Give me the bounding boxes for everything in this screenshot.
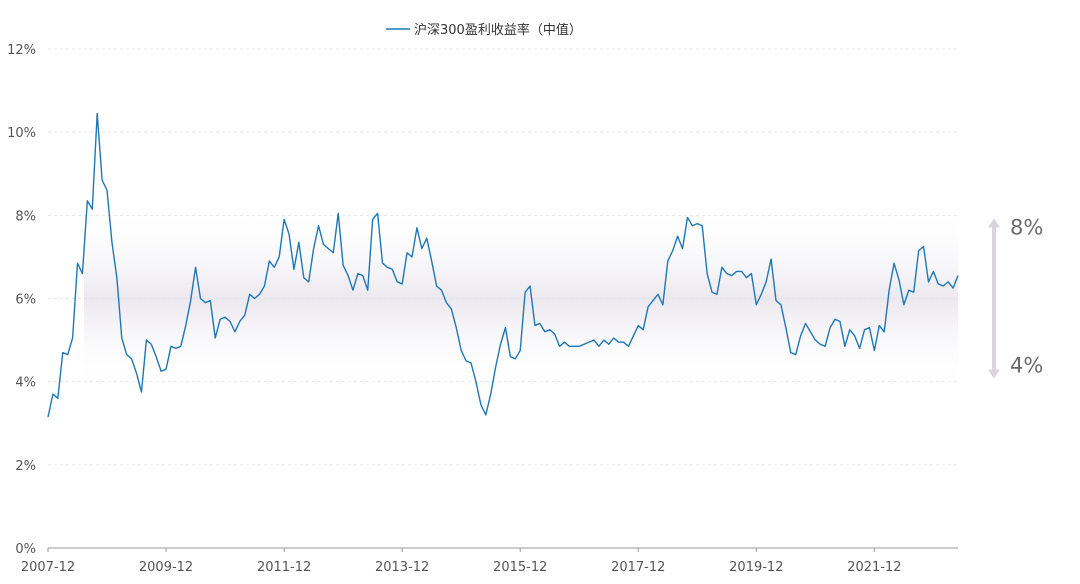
x-tick-label: 2009-12 (139, 560, 193, 575)
range-low-label: 4% (1010, 354, 1043, 378)
grid-lines (48, 48, 958, 466)
x-tick-label: 2021-12 (847, 560, 901, 575)
y-tick-label: 4% (15, 376, 36, 391)
range-indicator-bar (992, 225, 996, 372)
arrow-up-icon (988, 218, 1000, 228)
x-tick-label: 2017-12 (611, 560, 665, 575)
y-tick-label: 8% (15, 209, 36, 224)
range-high-label: 8% (1010, 215, 1043, 239)
y-axis: 0% 2% 4% 6% 8% 10% 12% (7, 43, 36, 557)
x-tick-label: 2011-12 (257, 560, 311, 575)
y-tick-label: 10% (7, 126, 36, 141)
x-tick-label: 2007-12 (21, 560, 75, 575)
x-tick-label: 2019-12 (729, 560, 783, 575)
y-tick-label: 12% (7, 43, 36, 58)
legend-label: 沪深300盈利收益率（中值） (414, 22, 582, 38)
y-tick-label: 0% (15, 542, 36, 557)
y-tick-label: 2% (15, 459, 36, 474)
range-band (84, 215, 958, 382)
x-tick-label: 2015-12 (493, 560, 547, 575)
x-tick-label: 2013-12 (375, 560, 429, 575)
range-indicator: 8% 4% (988, 215, 1043, 379)
x-axis: 2007-12 2009-12 2011-12 2013-12 2015-12 2017-… (21, 548, 902, 575)
series-line (47, 112, 959, 418)
arrow-down-icon (988, 369, 1000, 379)
legend: 沪深300盈利收益率（中值） (386, 22, 582, 38)
y-tick-label: 6% (15, 293, 36, 308)
